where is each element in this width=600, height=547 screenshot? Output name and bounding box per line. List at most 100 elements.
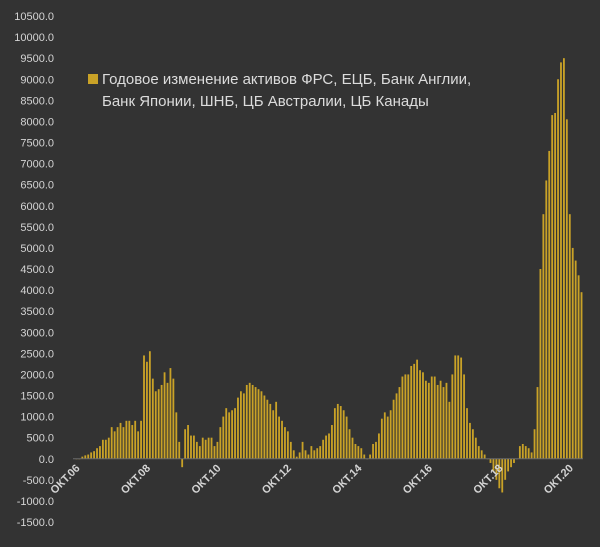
bar (242, 393, 245, 459)
bar (389, 410, 392, 459)
bar (339, 406, 342, 459)
legend-swatch (88, 74, 98, 84)
bar (554, 112, 557, 459)
bar (463, 374, 465, 459)
bar (518, 446, 521, 459)
bar (351, 437, 354, 459)
bar (269, 403, 272, 459)
bar (166, 382, 169, 459)
bar (357, 446, 360, 459)
bar (354, 443, 357, 459)
x-axis-tick-labels: ОКТ.06 ОКТ.08 ОКТ.10 ОКТ.12 ОКТ.14 ОКТ.16 ОКТ.… (48, 462, 575, 497)
bar (331, 425, 333, 459)
bar (513, 458, 515, 463)
bar (369, 454, 372, 459)
bar (580, 292, 583, 459)
bar (427, 382, 430, 459)
bar (175, 412, 178, 459)
bar (275, 401, 278, 459)
y-tick-label: 6500.0 (20, 180, 54, 192)
bar (530, 452, 533, 459)
bar (345, 416, 348, 459)
bar (333, 408, 336, 459)
y-tick-label: 5000.0 (20, 243, 54, 255)
bar (143, 355, 145, 459)
x-tick-label: ОКТ.18 (471, 462, 505, 496)
y-tick-label: 2000.0 (20, 369, 54, 381)
bar (198, 446, 201, 459)
bar (571, 247, 574, 459)
bar (407, 374, 410, 459)
bar (416, 359, 418, 459)
y-tick-label: 4000.0 (20, 285, 54, 297)
bar (372, 443, 374, 459)
bar (210, 437, 213, 459)
bar (380, 418, 383, 459)
bar (278, 416, 280, 459)
bar (319, 446, 322, 459)
y-tick-label: 500.0 (26, 433, 54, 445)
bar (378, 433, 380, 459)
bar (392, 399, 395, 459)
bar (216, 441, 219, 459)
legend-label: Годовое изменение активов ФРС, ЕЦБ, Банк… (102, 71, 471, 110)
bar (181, 458, 184, 468)
bar (442, 387, 445, 459)
bar (257, 389, 260, 459)
bar (536, 387, 539, 459)
bar (222, 416, 225, 459)
bar (266, 399, 269, 459)
bar (234, 408, 236, 459)
bar (386, 416, 389, 459)
bar (560, 62, 562, 459)
bar (422, 372, 424, 459)
y-tick-label: 10000.0 (14, 32, 54, 44)
x-tick-label: ОКТ.08 (119, 462, 153, 496)
bar (328, 433, 330, 459)
bar (228, 412, 231, 459)
bar (430, 376, 433, 459)
bar (489, 458, 492, 463)
y-tick-label: 3500.0 (20, 306, 54, 318)
bar (316, 448, 319, 459)
bar (146, 361, 148, 459)
bar (565, 119, 568, 459)
bar (292, 450, 295, 459)
bar (410, 365, 413, 459)
bar (401, 376, 404, 459)
bar (313, 450, 316, 459)
bar (90, 452, 93, 459)
bar (219, 427, 222, 459)
bar-series (75, 58, 583, 493)
bar (260, 391, 263, 459)
bar (295, 456, 298, 459)
bar (190, 435, 192, 459)
bar (433, 376, 436, 459)
bar (225, 408, 228, 459)
bar (104, 439, 107, 459)
bar (568, 214, 571, 459)
bar (404, 374, 407, 459)
bar (492, 458, 495, 472)
bar (304, 450, 307, 459)
y-tick-label: -500.0 (23, 475, 54, 487)
bar (254, 387, 257, 459)
bar (134, 420, 137, 459)
bar (436, 384, 439, 459)
bar (193, 435, 195, 459)
bar (307, 454, 310, 459)
bar (501, 458, 504, 493)
bar (154, 391, 157, 459)
bar (96, 448, 98, 459)
bar (289, 441, 292, 459)
bar (460, 357, 463, 459)
y-tick-label: 5500.0 (20, 222, 54, 234)
bar (81, 456, 84, 459)
bar (439, 380, 442, 459)
bar (137, 431, 140, 459)
bar (231, 410, 234, 459)
bar (336, 403, 339, 459)
bar (187, 425, 189, 459)
y-tick-label: 10500.0 (14, 11, 54, 23)
y-axis-tick-labels: 10500.0 10000.0 9500.0 9000.0 8500.0 8000.0 75… (14, 11, 54, 529)
